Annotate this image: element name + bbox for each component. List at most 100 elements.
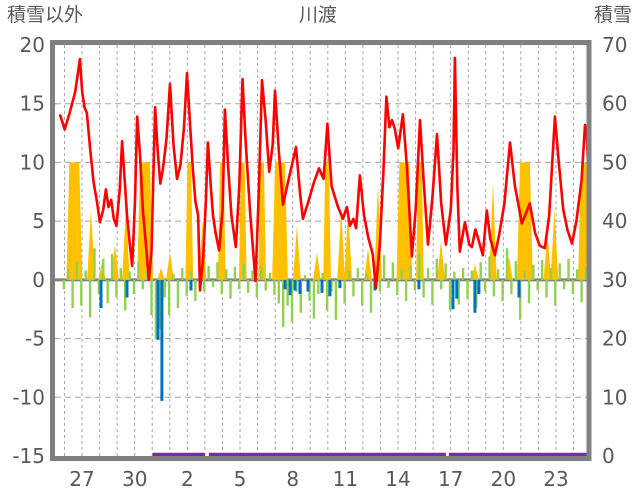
yellow-bar (543, 232, 552, 280)
green-bar (137, 262, 140, 280)
green-bar (88, 279, 92, 318)
y-right-tick-label: 40 (602, 209, 627, 233)
green-bar (194, 279, 197, 301)
green-bar (361, 279, 364, 306)
green-bar (457, 279, 460, 305)
green-bar (159, 279, 162, 330)
green-bar (233, 266, 237, 280)
green-bar (453, 271, 456, 280)
green-bar (334, 279, 338, 320)
green-bar (532, 264, 535, 280)
green-bar (418, 254, 421, 280)
blue-bar (125, 279, 129, 298)
green-bar (562, 279, 566, 290)
green-bar (396, 279, 399, 296)
y-right-tick-label: 0 (602, 444, 615, 468)
y-right-tick-label: 50 (602, 150, 627, 174)
green-bar (391, 262, 395, 280)
y-left-tick-label: -15 (12, 444, 45, 468)
x-tick-label: 27 (69, 467, 94, 491)
green-bar (466, 279, 469, 299)
y-right-tick-label: 70 (602, 33, 627, 57)
green-bar (290, 279, 294, 323)
green-bar (352, 279, 355, 297)
green-bar (176, 279, 180, 309)
blue-bar (477, 279, 481, 294)
green-bar (238, 279, 241, 290)
green-bar (431, 279, 434, 305)
green-bar (260, 265, 263, 280)
green-bar (580, 279, 583, 303)
y-right-tick-label: 20 (602, 327, 627, 351)
green-bar (435, 258, 438, 280)
red-line-series (58, 56, 591, 292)
green-bar (167, 279, 171, 316)
blue-bar (189, 279, 193, 291)
y-left-tick-label: 15 (20, 92, 45, 116)
blue-bar (156, 279, 160, 340)
yellow-bar (293, 225, 301, 280)
green-bar (483, 279, 487, 292)
y-left-tick-label: 5 (32, 209, 45, 233)
green-bar (62, 279, 65, 290)
green-bar (523, 270, 526, 280)
y-right-tick-label: 10 (602, 385, 627, 409)
yellow-bar (258, 162, 267, 280)
yellow-bar (416, 162, 424, 280)
green-bar (203, 279, 206, 292)
green-bar (255, 279, 259, 298)
green-bar (505, 248, 509, 280)
green-bar (181, 268, 184, 280)
green-bar (220, 279, 223, 294)
green-bar (286, 279, 289, 306)
yellow-bar (98, 262, 106, 280)
yellow-bar (157, 268, 165, 280)
yellow-bar (337, 209, 345, 280)
x-tick-label: 11 (333, 467, 358, 491)
blue-bar (288, 279, 292, 296)
blue-bar (417, 279, 421, 290)
green-bar (303, 275, 307, 280)
green-bar (84, 270, 87, 280)
blue-bar (283, 279, 287, 290)
yellow-bar (517, 162, 533, 280)
yellow-bar (238, 162, 247, 280)
green-bar (448, 279, 452, 311)
green-bar (115, 279, 118, 298)
green-bar (400, 269, 403, 280)
green-bar (347, 270, 351, 280)
green-bar (264, 279, 267, 291)
green-bar (277, 279, 280, 304)
green-bar (422, 279, 425, 298)
green-bar (150, 279, 153, 316)
green-bar (387, 279, 390, 289)
y-left-tick-label: -5 (25, 327, 45, 351)
chart-title: 川渡 (298, 4, 338, 26)
green-bar (75, 262, 79, 280)
green-bar (571, 279, 575, 294)
green-bar (251, 270, 254, 280)
green-bar (540, 259, 544, 280)
green-bar (124, 279, 127, 311)
green-bar (225, 269, 228, 280)
green-bar (317, 279, 320, 294)
blue-bar (451, 279, 455, 310)
plot-frame (50, 40, 592, 461)
green-bar (558, 263, 561, 280)
right-axis-title: 積雪 (593, 4, 632, 26)
y-left-tick-label: -10 (12, 385, 45, 409)
green-bar (189, 270, 193, 280)
y-left-tick-label: 0 (32, 268, 45, 292)
blue-bar (328, 279, 332, 297)
green-bars-series (62, 248, 588, 339)
green-bar (102, 258, 105, 280)
blue-bar (293, 279, 297, 291)
green-bar (330, 279, 333, 292)
x-tick-label: 14 (385, 467, 410, 491)
blue-bar (160, 279, 164, 401)
green-bar (312, 279, 316, 319)
yellow-bar (344, 209, 353, 280)
green-bar (97, 279, 101, 294)
green-bar (207, 265, 210, 280)
